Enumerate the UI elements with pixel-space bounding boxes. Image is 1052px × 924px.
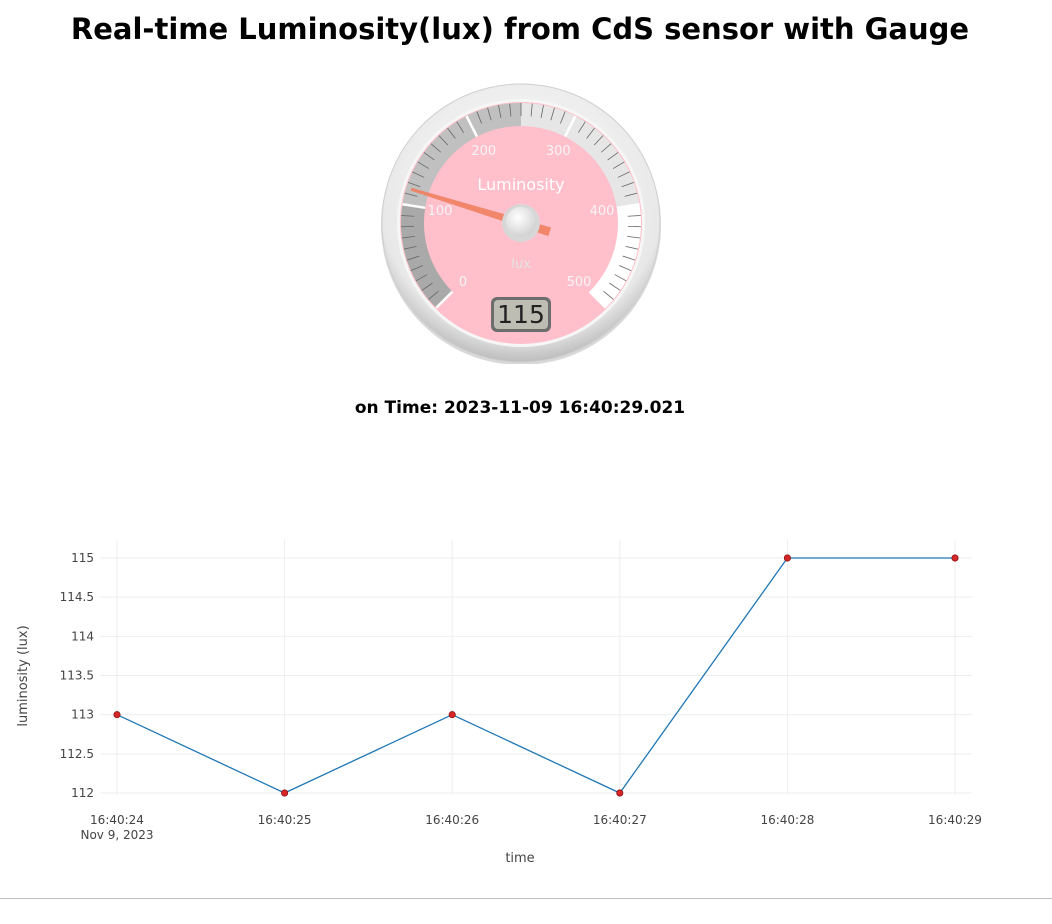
gauge-minor-tick [401, 215, 415, 217]
gauge-minor-tick [621, 181, 635, 188]
gauge-minor-tick [406, 255, 420, 261]
gauge-minor-tick [593, 135, 604, 146]
chart-data-point [113, 711, 121, 719]
gauge-minor-tick [417, 161, 430, 169]
chart-x-tick-label: 16:40:28 [760, 813, 814, 827]
gauge-minor-tick [404, 192, 418, 197]
gauge-minor-tick [577, 121, 586, 133]
gauge-minor-tick [421, 282, 433, 291]
gauge-minor-tick [428, 290, 439, 300]
chart-y-tick-label: 113.5 [60, 669, 94, 683]
gauge-value: 115 [497, 300, 545, 329]
chart-data-point [616, 789, 624, 797]
chart-series-line [116, 557, 955, 794]
gauge-major-tick [402, 202, 426, 210]
gauge-minor-tick [456, 121, 465, 133]
gauge-minor-tick [476, 111, 482, 124]
gauge-band-2 [521, 103, 640, 208]
gauge-label: Luminosity [477, 175, 564, 194]
gauge-minor-tick [401, 236, 415, 239]
gauge-tick-label: 500 [567, 275, 592, 290]
gauge-hub [506, 207, 536, 237]
gauge-major-tick [588, 290, 607, 309]
gauge-minor-tick [423, 152, 435, 161]
gauge-minor-tick [407, 181, 421, 188]
gauge-minor-tick [607, 152, 619, 161]
gauge-band-1 [402, 103, 521, 208]
chart-y-tick-label: 112.5 [60, 747, 94, 761]
gauge-minor-tick [614, 274, 627, 282]
gauge-minor-tick [622, 255, 636, 261]
gauge-tick-label: 300 [546, 144, 571, 159]
bottom-divider [0, 898, 1052, 899]
chart-x-tick-label: 16:40:27 [593, 813, 647, 827]
gauge-value-screen [494, 300, 548, 329]
gauge-major-tick [435, 290, 454, 309]
gauge-minor-tick [412, 171, 425, 178]
gauge-tick-label: 100 [428, 204, 453, 219]
gauge-minor-tick [530, 103, 533, 117]
gauge-minor-tick [603, 290, 614, 300]
gauge-minor-tick [617, 171, 630, 178]
chart-data-point [448, 711, 456, 719]
gauge-minor-tick [430, 143, 442, 153]
gauge-band-3 [589, 204, 641, 308]
chart-data-point [951, 554, 959, 562]
chart-y-tick-label: 113 [71, 708, 94, 722]
gauge-minor-tick [540, 105, 544, 118]
gauge-minor-tick [560, 111, 566, 124]
chart-data-point [281, 789, 289, 797]
gauge-tick-label: 0 [459, 275, 467, 290]
gauge-minor-tick [410, 265, 423, 272]
gauge-minor-tick [586, 127, 595, 139]
gauge-minor-tick [550, 107, 555, 121]
chart-y-axis-title: luminosity (lux) [16, 625, 31, 726]
gauge-major-tick [563, 115, 577, 138]
gauge-minor-tick [609, 282, 621, 291]
chart-x-tick-label: 16:40:29 [928, 813, 982, 827]
chart-y-tick-label: 114.5 [60, 590, 94, 604]
chart-y-tick-label: 115 [71, 551, 94, 565]
gauge-units: lux [511, 257, 531, 272]
gauge-major-tick [616, 202, 640, 210]
timestamp-label: on Time: [354, 398, 439, 418]
chart-x-tick-label: 16:40:25 [258, 813, 312, 827]
gauge-minor-tick [600, 143, 612, 153]
chart-data-point [783, 554, 791, 562]
chart-x-axis-title: time [505, 851, 534, 866]
chart-y-tick-label: 114 [71, 629, 94, 643]
timestamp-line: on Time: 2023-11-09 16:40:29.021 [0, 398, 1040, 418]
gauge-minor-tick [612, 161, 625, 169]
gauge-major-tick [465, 115, 479, 138]
gauge-minor-tick [624, 192, 638, 197]
timestamp-value: 2023-11-09 16:40:29.021 [443, 398, 686, 418]
gauge-minor-tick [415, 274, 428, 282]
gauge-tick-label: 200 [471, 144, 496, 159]
chart-x-date-label: Nov 9, 2023 [80, 828, 153, 842]
luminosity-chart: 112 112.5 113 113.5 114 114.5 115 16:40:24 16:40… [0, 530, 1052, 875]
gauge-minor-tick [498, 105, 502, 118]
gauge-minor-tick [627, 236, 641, 239]
page-title: Real-time Luminosity(lux) from CdS senso… [70, 12, 970, 46]
gauge-minor-tick [447, 127, 456, 139]
gauge-band-0 [401, 204, 453, 308]
chart-x-tick-label: 16:40:24 [90, 813, 144, 827]
line-chart: 112 112.5 113 113.5 114 114.5 115 16:40:24 16:40… [16, 540, 982, 866]
gauge-graphic: 0 100 200 300 400 500 Luminosity lux 115 [381, 83, 661, 365]
chart-x-tick-label: 16:40:26 [425, 813, 479, 827]
gauge-minor-tick [627, 215, 641, 217]
gauge-minor-tick [403, 245, 417, 250]
gauge-minor-tick [438, 135, 449, 146]
luminosity-gauge: 0 100 200 300 400 500 Luminosity lux 115 [380, 82, 662, 365]
gauge-minor-tick [625, 245, 639, 250]
chart-y-tick-label: 112 [71, 786, 94, 800]
gauge-minor-tick [487, 107, 492, 121]
gauge-minor-tick [619, 265, 632, 272]
gauge-tick-label: 400 [590, 204, 615, 219]
gauge-minor-tick [509, 103, 512, 117]
